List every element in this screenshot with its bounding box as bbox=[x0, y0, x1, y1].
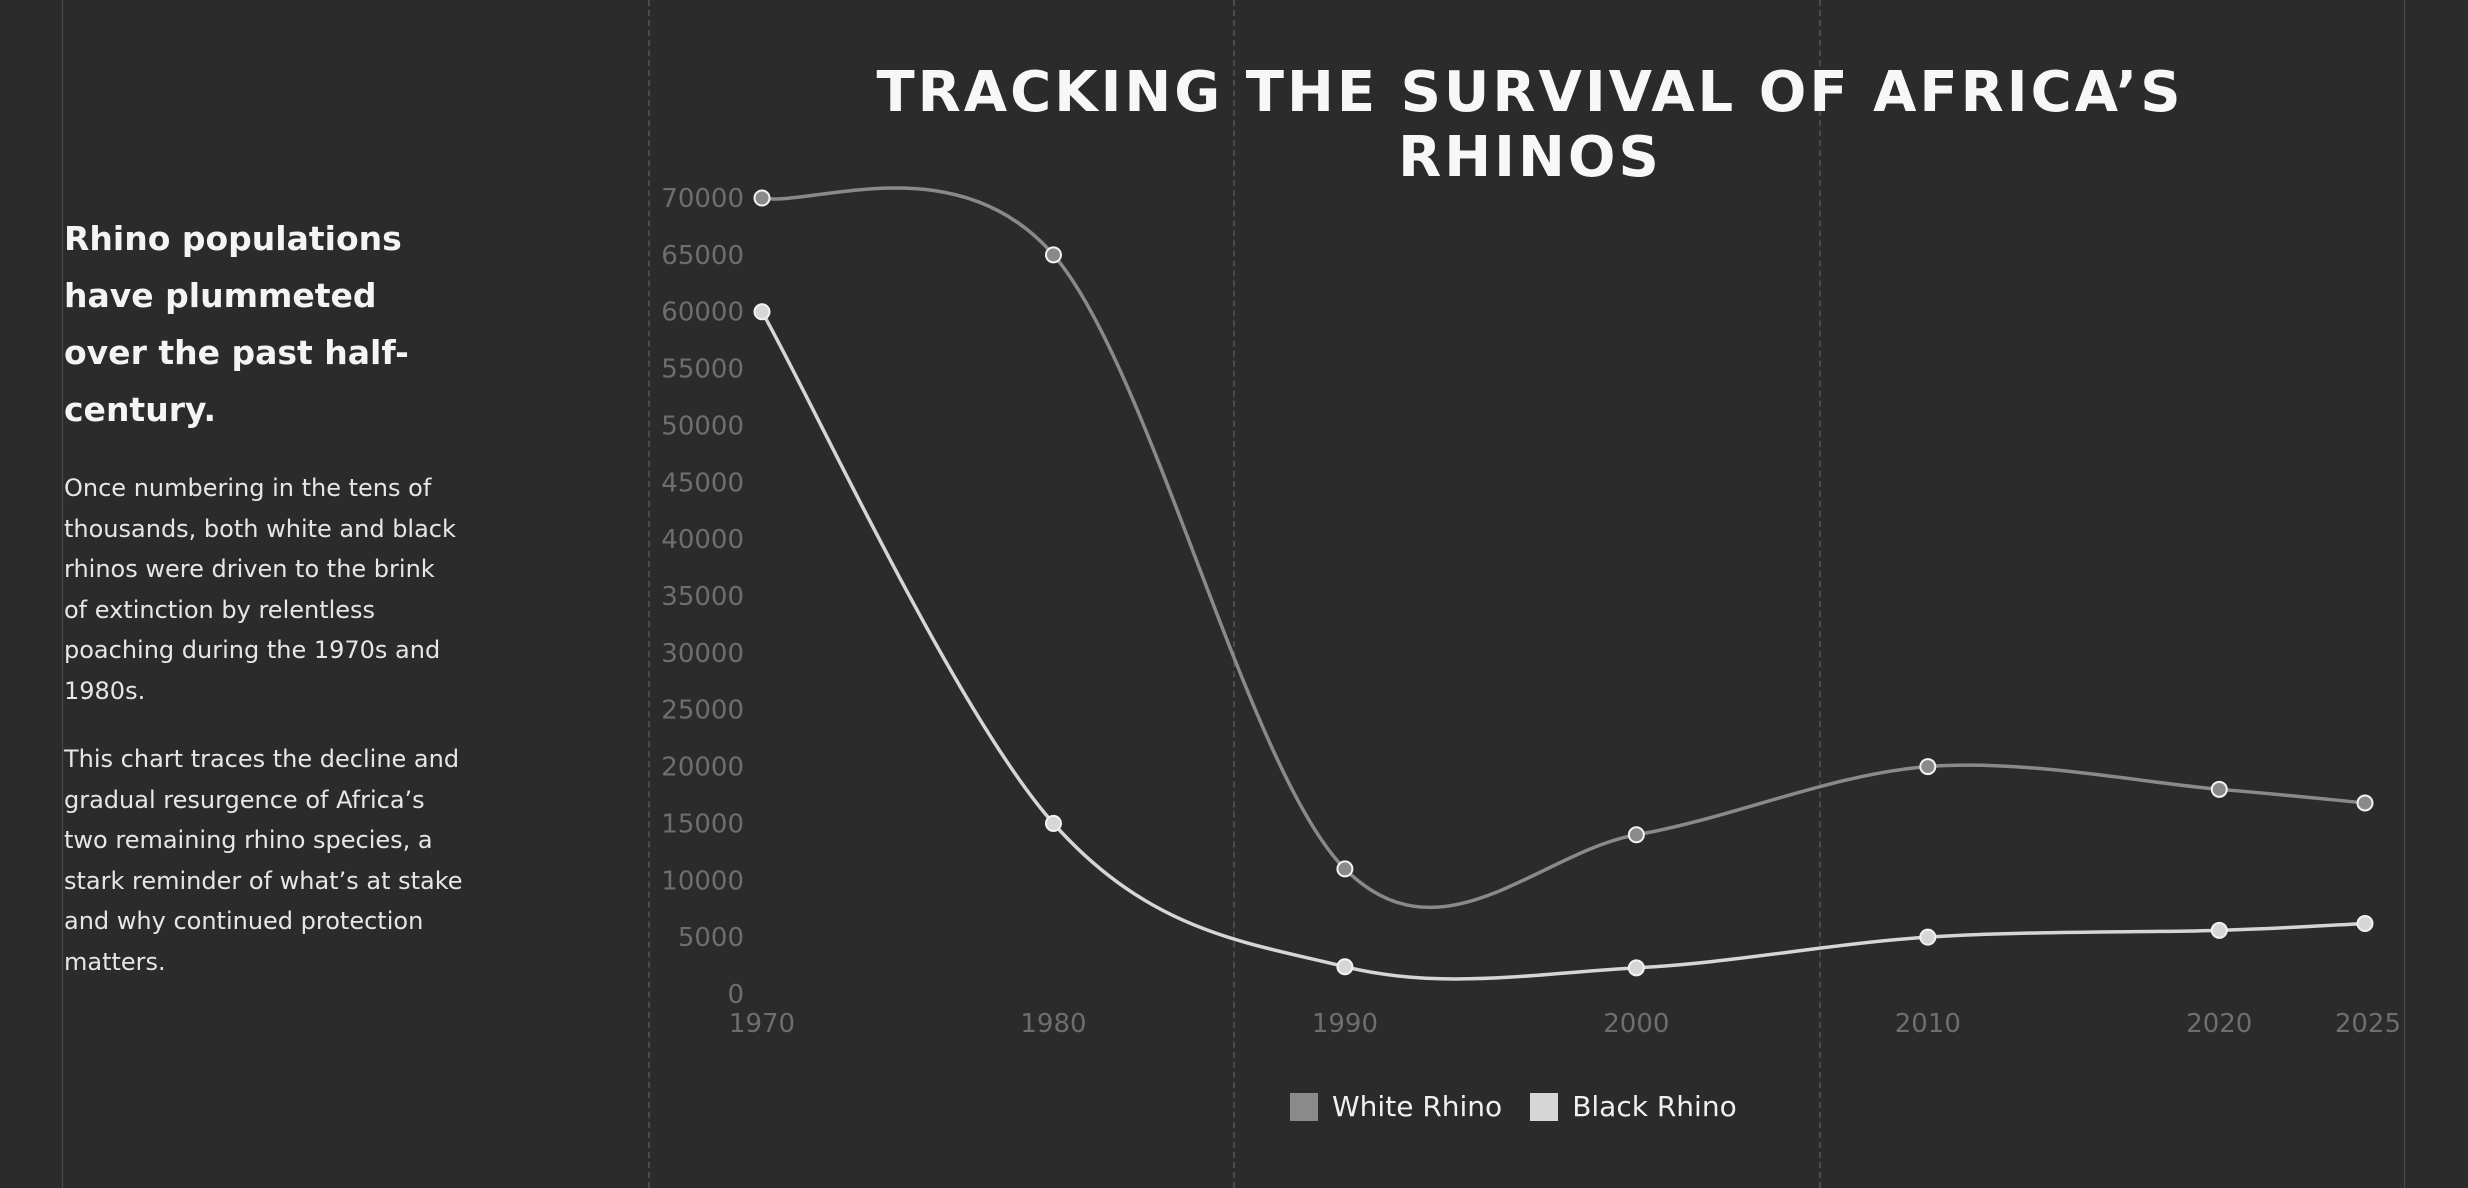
guide-line bbox=[648, 0, 650, 1188]
page-border-right bbox=[2404, 0, 2405, 1188]
data-point-white-rhino bbox=[1044, 246, 1062, 264]
y-tick-label: 40000 bbox=[661, 525, 744, 555]
y-tick-label: 55000 bbox=[661, 355, 744, 385]
y-tick-label: 10000 bbox=[661, 866, 744, 896]
y-tick-label: 15000 bbox=[661, 809, 744, 839]
y-tick-label: 60000 bbox=[661, 298, 744, 328]
y-tick-label: 20000 bbox=[661, 753, 744, 783]
y-tick-label: 45000 bbox=[661, 468, 744, 498]
series-line-black-rhino bbox=[760, 310, 2366, 981]
data-point-black-rhino bbox=[753, 303, 771, 321]
sidebar-paragraph: Once numbering in the tens of thousands,… bbox=[64, 474, 456, 705]
x-tick-label: 1980 bbox=[1020, 1009, 1086, 1039]
legend-item-black-rhino[interactable]: Black Rhino bbox=[1530, 1090, 1737, 1123]
x-tick-label: 2000 bbox=[1603, 1009, 1669, 1039]
data-point-white-rhino bbox=[2210, 780, 2228, 798]
guide-line bbox=[1233, 0, 1235, 1188]
data-point-black-rhino bbox=[1336, 958, 1354, 976]
y-tick-label: 65000 bbox=[661, 241, 744, 271]
data-point-white-rhino bbox=[1919, 758, 1937, 776]
data-point-white-rhino bbox=[2356, 794, 2374, 812]
chart-title: TRACKING THE SURVIVAL OF AFRICA’S RHINOS bbox=[876, 60, 2184, 190]
y-tick-label: 35000 bbox=[661, 582, 744, 612]
chart-legend: White Rhino Black Rhino bbox=[1290, 1090, 1765, 1123]
data-point-black-rhino bbox=[1919, 928, 1937, 946]
legend-label: White Rhino bbox=[1332, 1090, 1503, 1123]
sidebar-paragraph: This chart traces the decline and gradua… bbox=[64, 745, 463, 976]
data-point-black-rhino bbox=[1044, 814, 1062, 832]
legend-label: Black Rhino bbox=[1572, 1090, 1737, 1123]
y-tick-label: 0 bbox=[727, 980, 744, 1010]
sidebar-text: Rhino populations have plummeted over th… bbox=[64, 210, 464, 1010]
x-tick-label: 2025 bbox=[2335, 1009, 2401, 1039]
data-point-white-rhino bbox=[1627, 826, 1645, 844]
x-tick-label: 1990 bbox=[1312, 1009, 1378, 1039]
data-point-white-rhino bbox=[753, 189, 771, 207]
x-tick-label: 2020 bbox=[2186, 1009, 2252, 1039]
legend-swatch-black-rhino bbox=[1530, 1092, 1559, 1121]
y-tick-label: 25000 bbox=[661, 696, 744, 726]
series-line-white-rhino bbox=[761, 186, 2366, 910]
data-point-black-rhino bbox=[1627, 959, 1645, 977]
legend-item-white-rhino[interactable]: White Rhino bbox=[1290, 1090, 1502, 1123]
data-point-black-rhino bbox=[2210, 921, 2228, 939]
y-tick-label: 30000 bbox=[661, 639, 744, 669]
y-tick-label: 70000 bbox=[661, 184, 744, 214]
page-border-left bbox=[62, 0, 63, 1188]
data-point-white-rhino bbox=[1336, 860, 1354, 878]
x-tick-label: 1970 bbox=[729, 1009, 795, 1039]
y-tick-label: 50000 bbox=[661, 411, 744, 441]
guide-line bbox=[1819, 0, 1821, 1188]
data-point-black-rhino bbox=[2356, 914, 2374, 932]
x-tick-label: 2010 bbox=[1895, 1009, 1961, 1039]
legend-swatch-white-rhino bbox=[1290, 1092, 1318, 1121]
y-tick-label: 5000 bbox=[678, 923, 744, 953]
sidebar-heading: Rhino populations have plummeted over th… bbox=[64, 219, 409, 429]
